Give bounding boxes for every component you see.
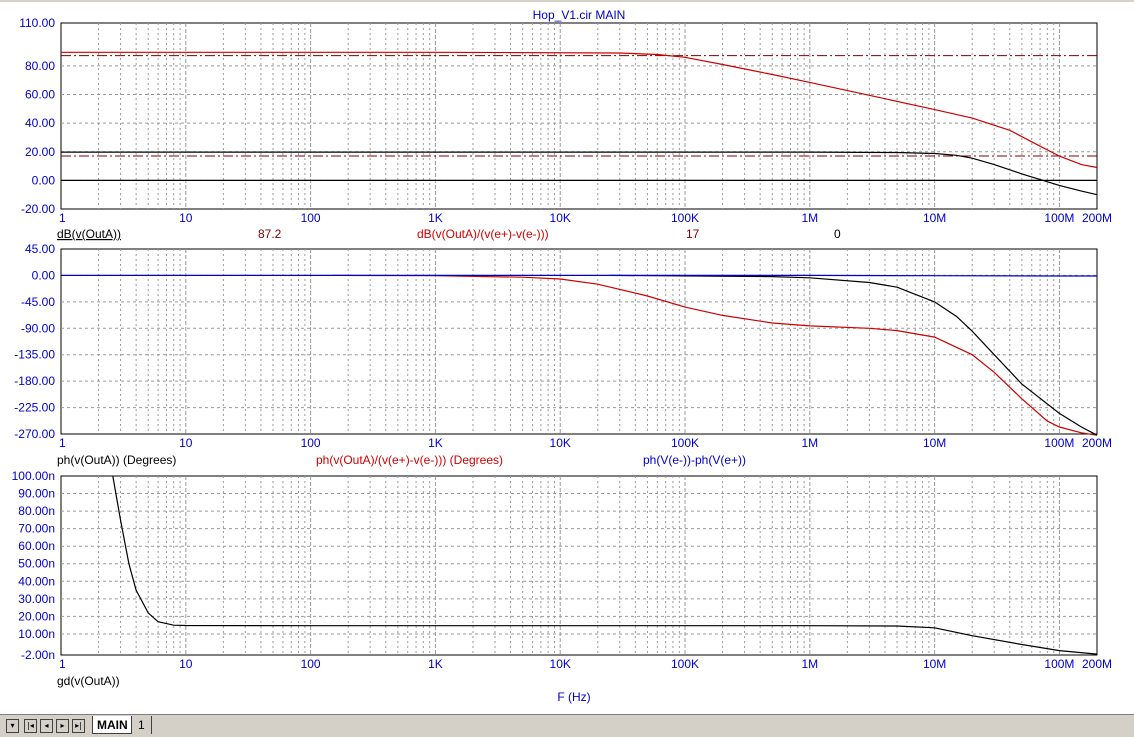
x-tick-label: 10 [179, 211, 193, 225]
x-tick-label: 10K [550, 657, 571, 671]
series-line [61, 274, 1097, 277]
plot-frame [60, 248, 1098, 435]
x-tick-label: 10 [179, 436, 193, 450]
last-page-icon[interactable]: ▸| [72, 719, 85, 733]
y-tick-label: 10.00n [18, 627, 55, 641]
x-tick-label: 100M [1044, 211, 1074, 225]
x-tick-label: 1K [428, 657, 443, 671]
x-tick-label: 1M [801, 436, 818, 450]
chart-phase [60, 248, 1098, 436]
x-tick-label: 10M [923, 657, 946, 671]
y-tick-label: -90.00 [21, 321, 55, 335]
legend-entry: 17 [686, 227, 700, 241]
legend-entry: 0 [834, 227, 841, 241]
y-tick-label: -45.00 [21, 295, 55, 309]
y-tick-label: -180.00 [14, 374, 55, 388]
y-tick-label: -270.00 [14, 427, 55, 441]
x-tick-label: 10K [550, 211, 571, 225]
plot-frame [60, 475, 1098, 656]
dropdown-icon[interactable]: ▾ [6, 719, 19, 733]
y-tick-label: 100.00n [12, 469, 55, 483]
x-tick-label: 1K [428, 211, 443, 225]
x-tick-label: 1M [801, 211, 818, 225]
tab-1[interactable]: 1 [134, 716, 152, 734]
x-tick-label: 100K [671, 211, 699, 225]
x-tick-label: 10M [923, 436, 946, 450]
x-tick-label: 100K [671, 657, 699, 671]
prev-page-icon[interactable]: ◂ [40, 719, 53, 733]
y-tick-label: -225.00 [14, 401, 55, 415]
legend-entry: gd(v(OutA)) [57, 674, 120, 688]
x-tick-label: 100M [1044, 657, 1074, 671]
x-tick-label: 10 [179, 657, 193, 671]
tab-main[interactable]: MAIN [92, 716, 132, 734]
series-line [61, 151, 1098, 196]
y-tick-label: 30.00n [18, 592, 55, 606]
y-tick-label: 20.00n [18, 609, 55, 623]
y-tick-label: 45.00 [25, 242, 55, 256]
legend-entry: ph(v(OutA)/(v(e+)-v(e-))) (Degrees) [316, 453, 503, 467]
plot-area: Hop_V1.cir MAIN110.0080.0060.0040.0020.0… [12, 8, 1112, 704]
y-tick-label: 80.00n [18, 504, 55, 518]
x-tick-label: 100 [301, 657, 321, 671]
y-tick-label: 90.00n [18, 487, 55, 501]
plot-frame [60, 22, 1098, 210]
x-tick-label: 10M [923, 211, 946, 225]
series-line [61, 51, 1098, 169]
x-tick-label: 10K [550, 436, 571, 450]
legend-entry: ph(V(e-))-ph(V(e+)) [643, 453, 746, 467]
legend-entry: 87.2 [258, 227, 282, 241]
x-tick-label: 100K [671, 436, 699, 450]
y-tick-label: 0.00 [32, 268, 56, 282]
chart-magnitude [60, 22, 1098, 210]
x-tick-label: 1 [59, 657, 66, 671]
y-tick-label: 50.00n [18, 557, 55, 571]
y-tick-label: 0.00 [32, 173, 56, 187]
y-tick-label: 70.00n [18, 522, 55, 536]
page-tab-bar: ▾ |◂ ◂ ▸ ▸| MAIN 1 [0, 714, 1134, 737]
x-tick-label: 1K [428, 436, 443, 450]
x-tick-label: 200M [1082, 657, 1112, 671]
legend-entry: dB(v(OutA)/(v(e+)-v(e-))) [417, 227, 549, 241]
y-tick-label: 60.00n [18, 539, 55, 553]
window-border [0, 0, 1134, 2]
y-tick-label: -135.00 [14, 348, 55, 362]
x-axis-label: F (Hz) [557, 690, 590, 704]
x-tick-label: 100M [1044, 436, 1074, 450]
x-tick-label: 100 [301, 211, 321, 225]
x-tick-label: 1 [59, 211, 66, 225]
window-title: Hop_V1.cir MAIN [533, 8, 626, 22]
series-line [332, 274, 1098, 436]
next-page-icon[interactable]: ▸ [56, 719, 69, 733]
x-tick-label: 1M [801, 657, 818, 671]
x-tick-label: 200M [1082, 436, 1112, 450]
legend-entry: dB(v(OutA)) [57, 227, 121, 241]
y-tick-label: 40.00n [18, 574, 55, 588]
y-tick-label: 20.00 [25, 145, 55, 159]
y-tick-label: -20.00 [21, 202, 55, 216]
x-tick-label: 1 [59, 436, 66, 450]
y-tick-label: -2.00n [21, 648, 55, 662]
y-tick-label: 110.00 [19, 16, 55, 30]
legend-entry: ph(v(OutA)) (Degrees) [57, 453, 176, 467]
x-tick-label: 200M [1082, 211, 1112, 225]
series-line [609, 274, 1098, 436]
chart-group-delay [60, 475, 1098, 656]
first-page-icon[interactable]: |◂ [24, 719, 37, 733]
series-line [112, 475, 1098, 655]
y-tick-label: 80.00 [25, 59, 55, 73]
y-tick-label: 40.00 [25, 116, 55, 130]
y-tick-label: 60.00 [25, 88, 55, 102]
x-tick-label: 100 [301, 436, 321, 450]
